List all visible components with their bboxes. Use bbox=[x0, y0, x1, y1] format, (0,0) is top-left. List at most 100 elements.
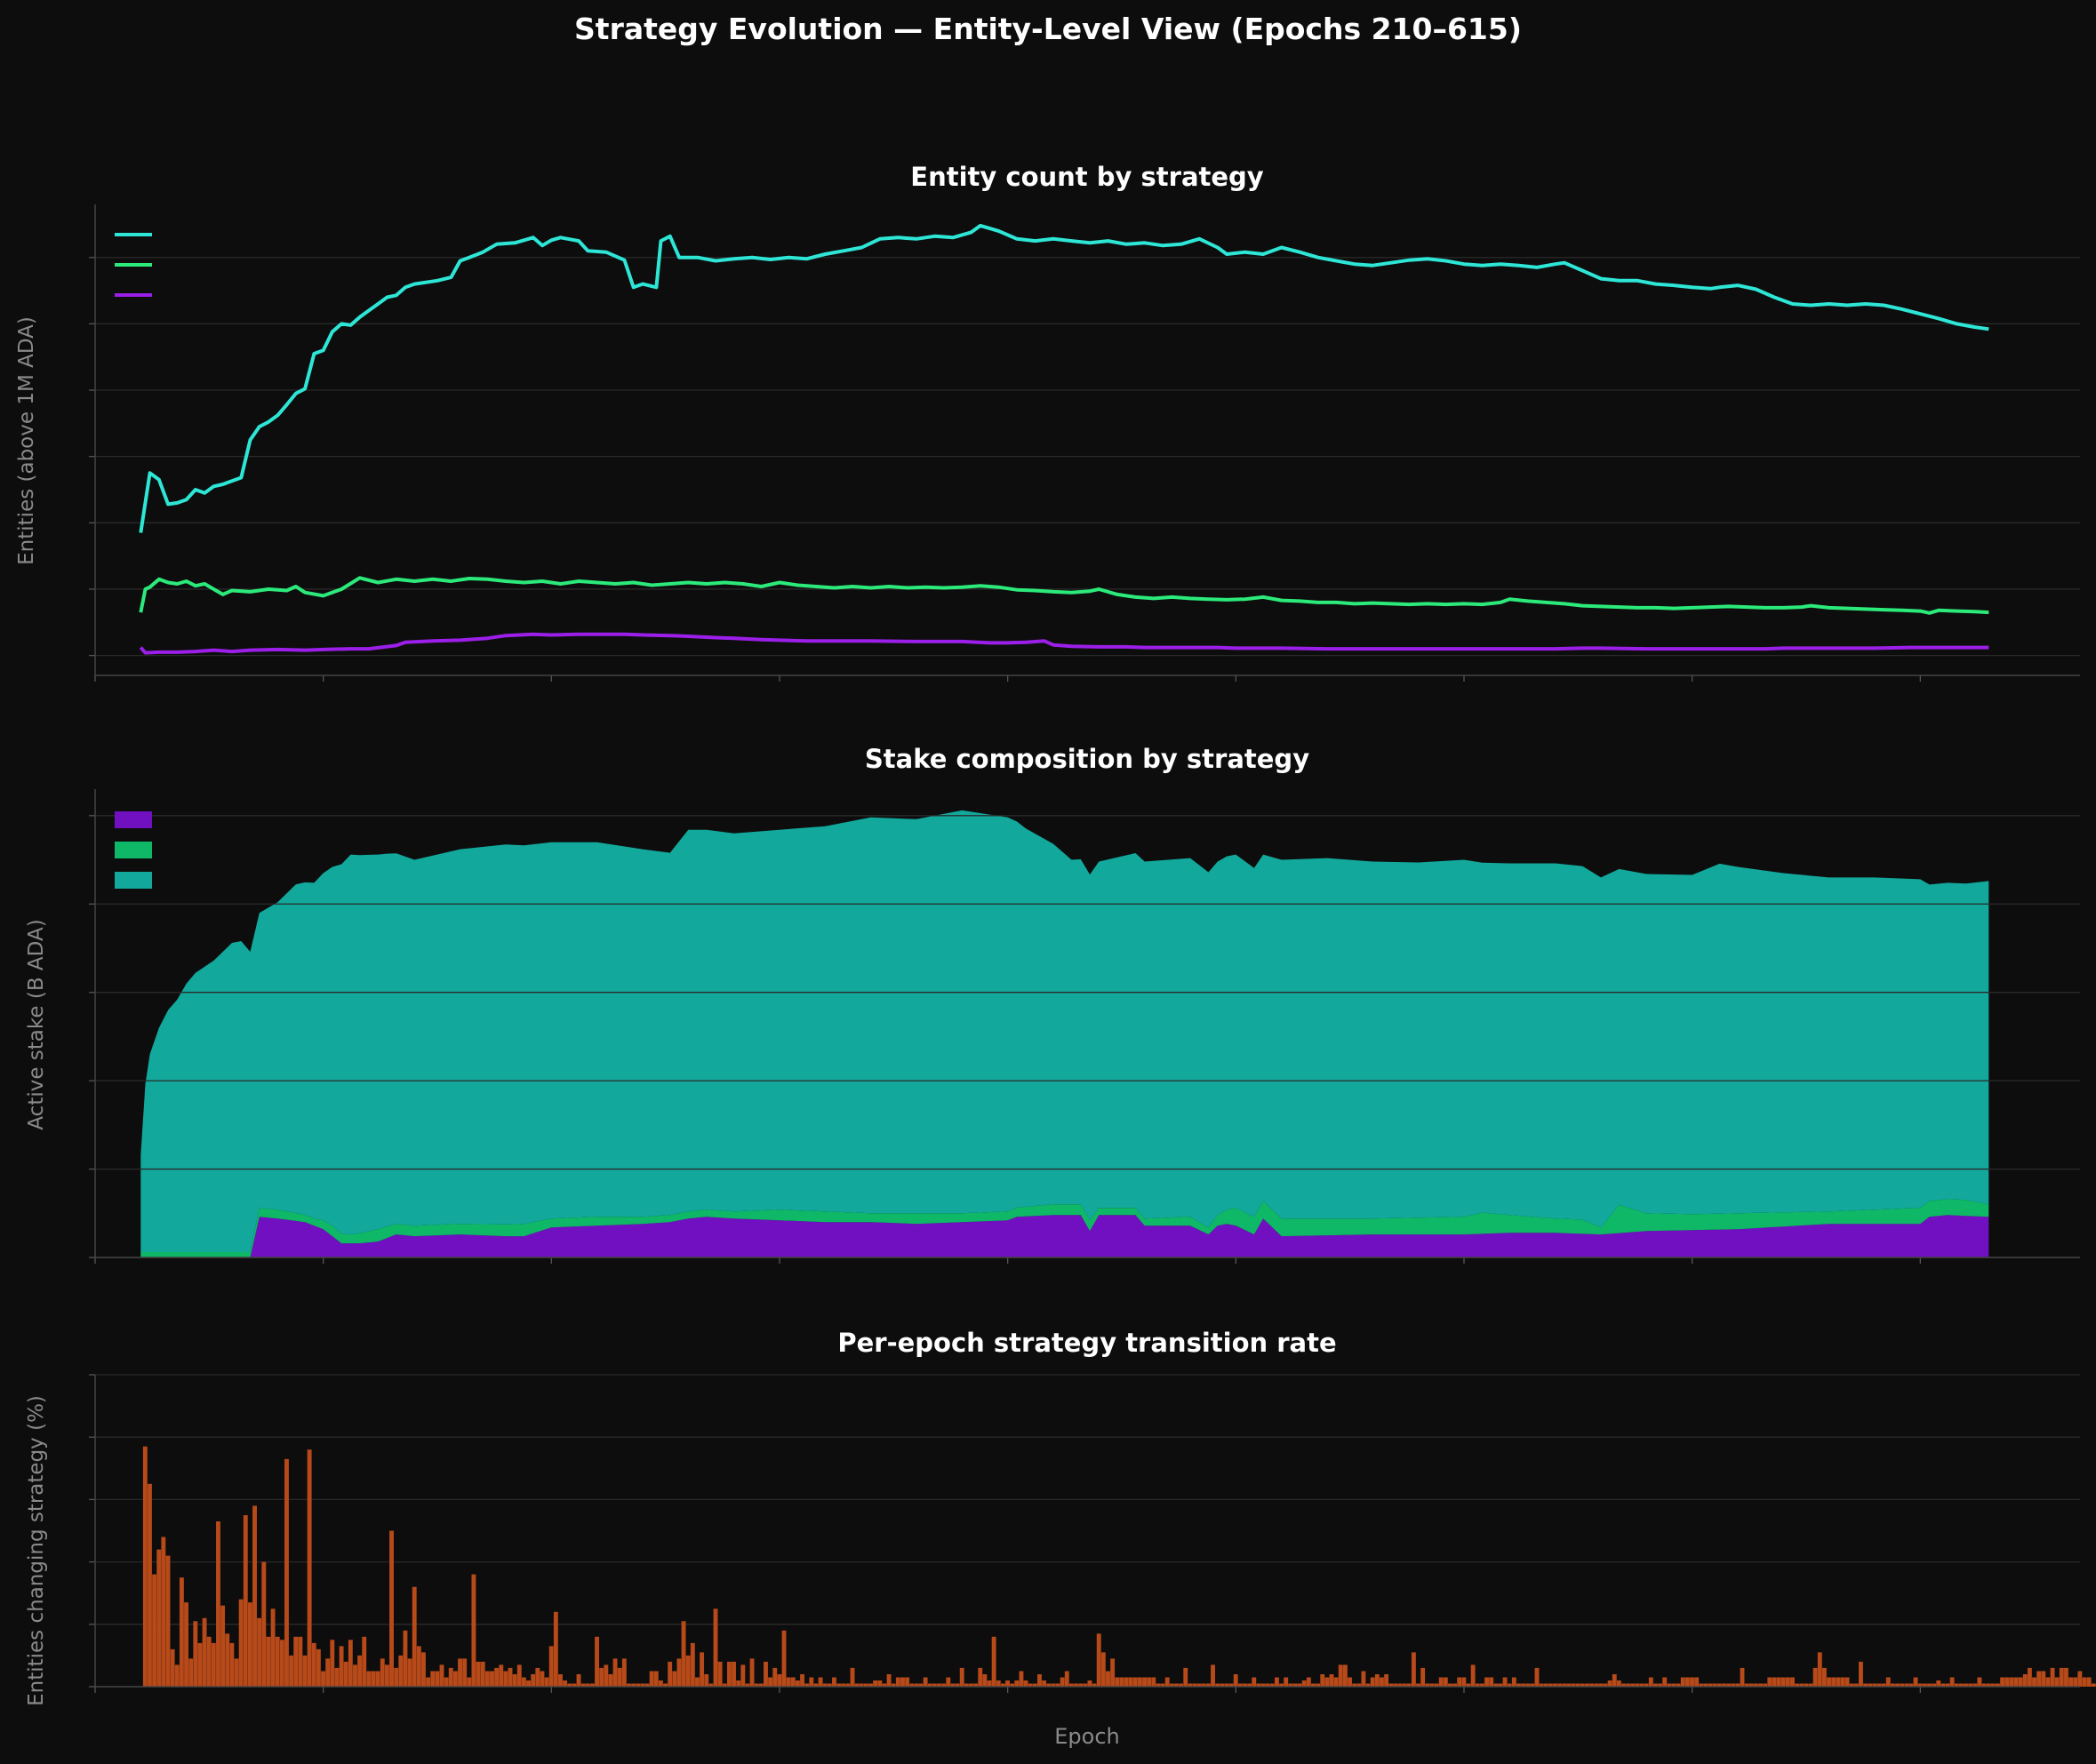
bar bbox=[909, 1683, 915, 1687]
bar bbox=[1671, 1683, 1676, 1687]
series-line-balanced bbox=[139, 576, 1989, 615]
bar bbox=[1023, 1680, 1028, 1687]
bar bbox=[1799, 1683, 1804, 1687]
bar bbox=[1607, 1680, 1612, 1687]
bar bbox=[987, 1680, 992, 1687]
bar bbox=[2022, 1674, 2028, 1687]
bar bbox=[188, 1658, 194, 1687]
bar bbox=[640, 1683, 645, 1687]
bar bbox=[1772, 1677, 1777, 1687]
bar bbox=[1237, 1683, 1243, 1687]
bar bbox=[1913, 1677, 1918, 1687]
bar bbox=[1635, 1683, 1640, 1687]
bar bbox=[1301, 1680, 1307, 1687]
bar bbox=[690, 1642, 695, 1687]
bar bbox=[1575, 1683, 1580, 1687]
bar bbox=[1151, 1677, 1156, 1687]
bar bbox=[1726, 1683, 1732, 1687]
bar bbox=[1616, 1680, 1621, 1687]
bar bbox=[1438, 1677, 1444, 1687]
bar bbox=[1904, 1683, 1909, 1687]
bar bbox=[1388, 1683, 1394, 1687]
bar bbox=[1684, 1677, 1690, 1687]
bar bbox=[1269, 1683, 1275, 1687]
bar bbox=[234, 1658, 239, 1687]
bar bbox=[595, 1636, 599, 1687]
bar bbox=[991, 1636, 996, 1687]
bar bbox=[275, 1636, 280, 1687]
bar bbox=[1074, 1683, 1078, 1687]
bar bbox=[535, 1667, 540, 1687]
bar bbox=[1927, 1683, 1932, 1687]
bar bbox=[1443, 1677, 1448, 1687]
bar bbox=[412, 1586, 417, 1687]
bar bbox=[1626, 1683, 1631, 1687]
bar bbox=[490, 1671, 494, 1687]
bar bbox=[658, 1680, 663, 1687]
bar bbox=[1046, 1683, 1052, 1687]
bar bbox=[621, 1658, 627, 1687]
y-axis-label: Active stake (B ADA) bbox=[25, 919, 48, 1129]
bar bbox=[1247, 1683, 1252, 1687]
bar bbox=[676, 1658, 682, 1687]
bar bbox=[1211, 1664, 1215, 1687]
bar bbox=[1352, 1683, 1357, 1687]
bar bbox=[1968, 1683, 1973, 1687]
bar bbox=[526, 1680, 531, 1687]
bar bbox=[1014, 1680, 1020, 1687]
bar bbox=[2068, 1677, 2074, 1687]
bar bbox=[1380, 1677, 1384, 1687]
bar bbox=[1164, 1677, 1170, 1687]
bar bbox=[270, 1608, 276, 1688]
bar bbox=[758, 1683, 764, 1687]
bar bbox=[2027, 1667, 2032, 1687]
bar bbox=[895, 1677, 900, 1687]
bar bbox=[1265, 1683, 1270, 1687]
bar bbox=[567, 1683, 572, 1687]
axes bbox=[89, 789, 2080, 1264]
bar bbox=[882, 1683, 887, 1687]
bar bbox=[311, 1642, 316, 1687]
bar bbox=[330, 1640, 335, 1687]
bar bbox=[380, 1658, 385, 1687]
bar bbox=[2032, 1677, 2036, 1687]
bar bbox=[1662, 1677, 1668, 1687]
bar bbox=[1694, 1677, 1700, 1687]
bar bbox=[836, 1683, 842, 1687]
bar bbox=[1539, 1683, 1544, 1687]
bar bbox=[1521, 1683, 1526, 1687]
bar bbox=[1699, 1683, 1704, 1687]
bar bbox=[809, 1677, 814, 1687]
bar bbox=[366, 1671, 372, 1687]
bar bbox=[1297, 1683, 1302, 1687]
bar bbox=[932, 1683, 937, 1687]
bar bbox=[1731, 1683, 1736, 1687]
bar bbox=[421, 1652, 426, 1687]
bar bbox=[740, 1664, 746, 1687]
bar bbox=[1785, 1677, 1790, 1687]
bar bbox=[617, 1667, 622, 1687]
bar bbox=[1342, 1664, 1348, 1687]
bar bbox=[1365, 1683, 1371, 1687]
bar bbox=[1868, 1683, 1873, 1687]
bar bbox=[1393, 1683, 1398, 1687]
bar bbox=[1215, 1683, 1220, 1687]
panel-title: Stake composition by strategy bbox=[865, 744, 1309, 774]
bar bbox=[430, 1671, 436, 1687]
bar bbox=[668, 1661, 673, 1687]
bar bbox=[1876, 1683, 1882, 1687]
bar bbox=[1712, 1683, 1717, 1687]
bar bbox=[2018, 1677, 2023, 1687]
bar bbox=[321, 1671, 325, 1687]
bar bbox=[540, 1671, 545, 1687]
bar bbox=[754, 1683, 759, 1687]
legend-swatch bbox=[115, 872, 152, 889]
bar bbox=[197, 1642, 203, 1687]
bar bbox=[1192, 1683, 1197, 1687]
bar bbox=[1853, 1683, 1859, 1687]
bar bbox=[1078, 1683, 1084, 1687]
bar bbox=[1885, 1677, 1891, 1687]
bar bbox=[923, 1677, 928, 1687]
bar bbox=[1320, 1674, 1325, 1687]
